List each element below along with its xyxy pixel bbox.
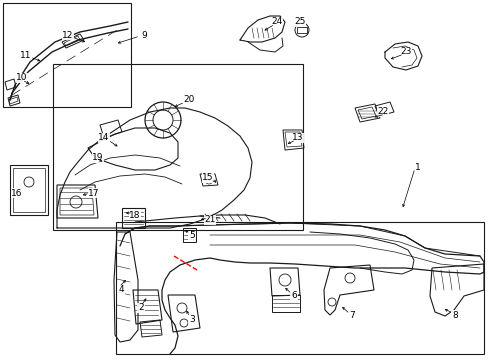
Text: 7: 7	[348, 311, 354, 320]
Text: 16: 16	[11, 189, 23, 198]
Text: 23: 23	[400, 48, 411, 57]
Text: 18: 18	[129, 211, 141, 220]
Text: 8: 8	[451, 310, 457, 320]
Text: 15: 15	[202, 174, 213, 183]
Bar	[116, 222, 483, 354]
Text: 6: 6	[290, 292, 296, 301]
Text: 24: 24	[271, 18, 282, 27]
Text: 12: 12	[62, 31, 74, 40]
Text: 13: 13	[292, 134, 303, 143]
Bar	[3, 3, 131, 107]
Text: 4: 4	[118, 284, 123, 293]
Text: 21: 21	[204, 216, 215, 225]
Text: 1: 1	[414, 163, 420, 172]
Text: 10: 10	[16, 73, 28, 82]
Text: 9: 9	[141, 31, 146, 40]
Text: 20: 20	[183, 95, 194, 104]
Bar	[53, 64, 303, 230]
Text: 11: 11	[20, 50, 32, 59]
Text: 17: 17	[88, 189, 100, 198]
Text: 19: 19	[92, 153, 103, 162]
Text: 25: 25	[294, 18, 305, 27]
Text: 22: 22	[377, 108, 388, 117]
Text: 14: 14	[98, 134, 109, 143]
Text: 2: 2	[138, 303, 143, 312]
Text: 5: 5	[189, 231, 195, 240]
Text: 3: 3	[189, 315, 195, 324]
